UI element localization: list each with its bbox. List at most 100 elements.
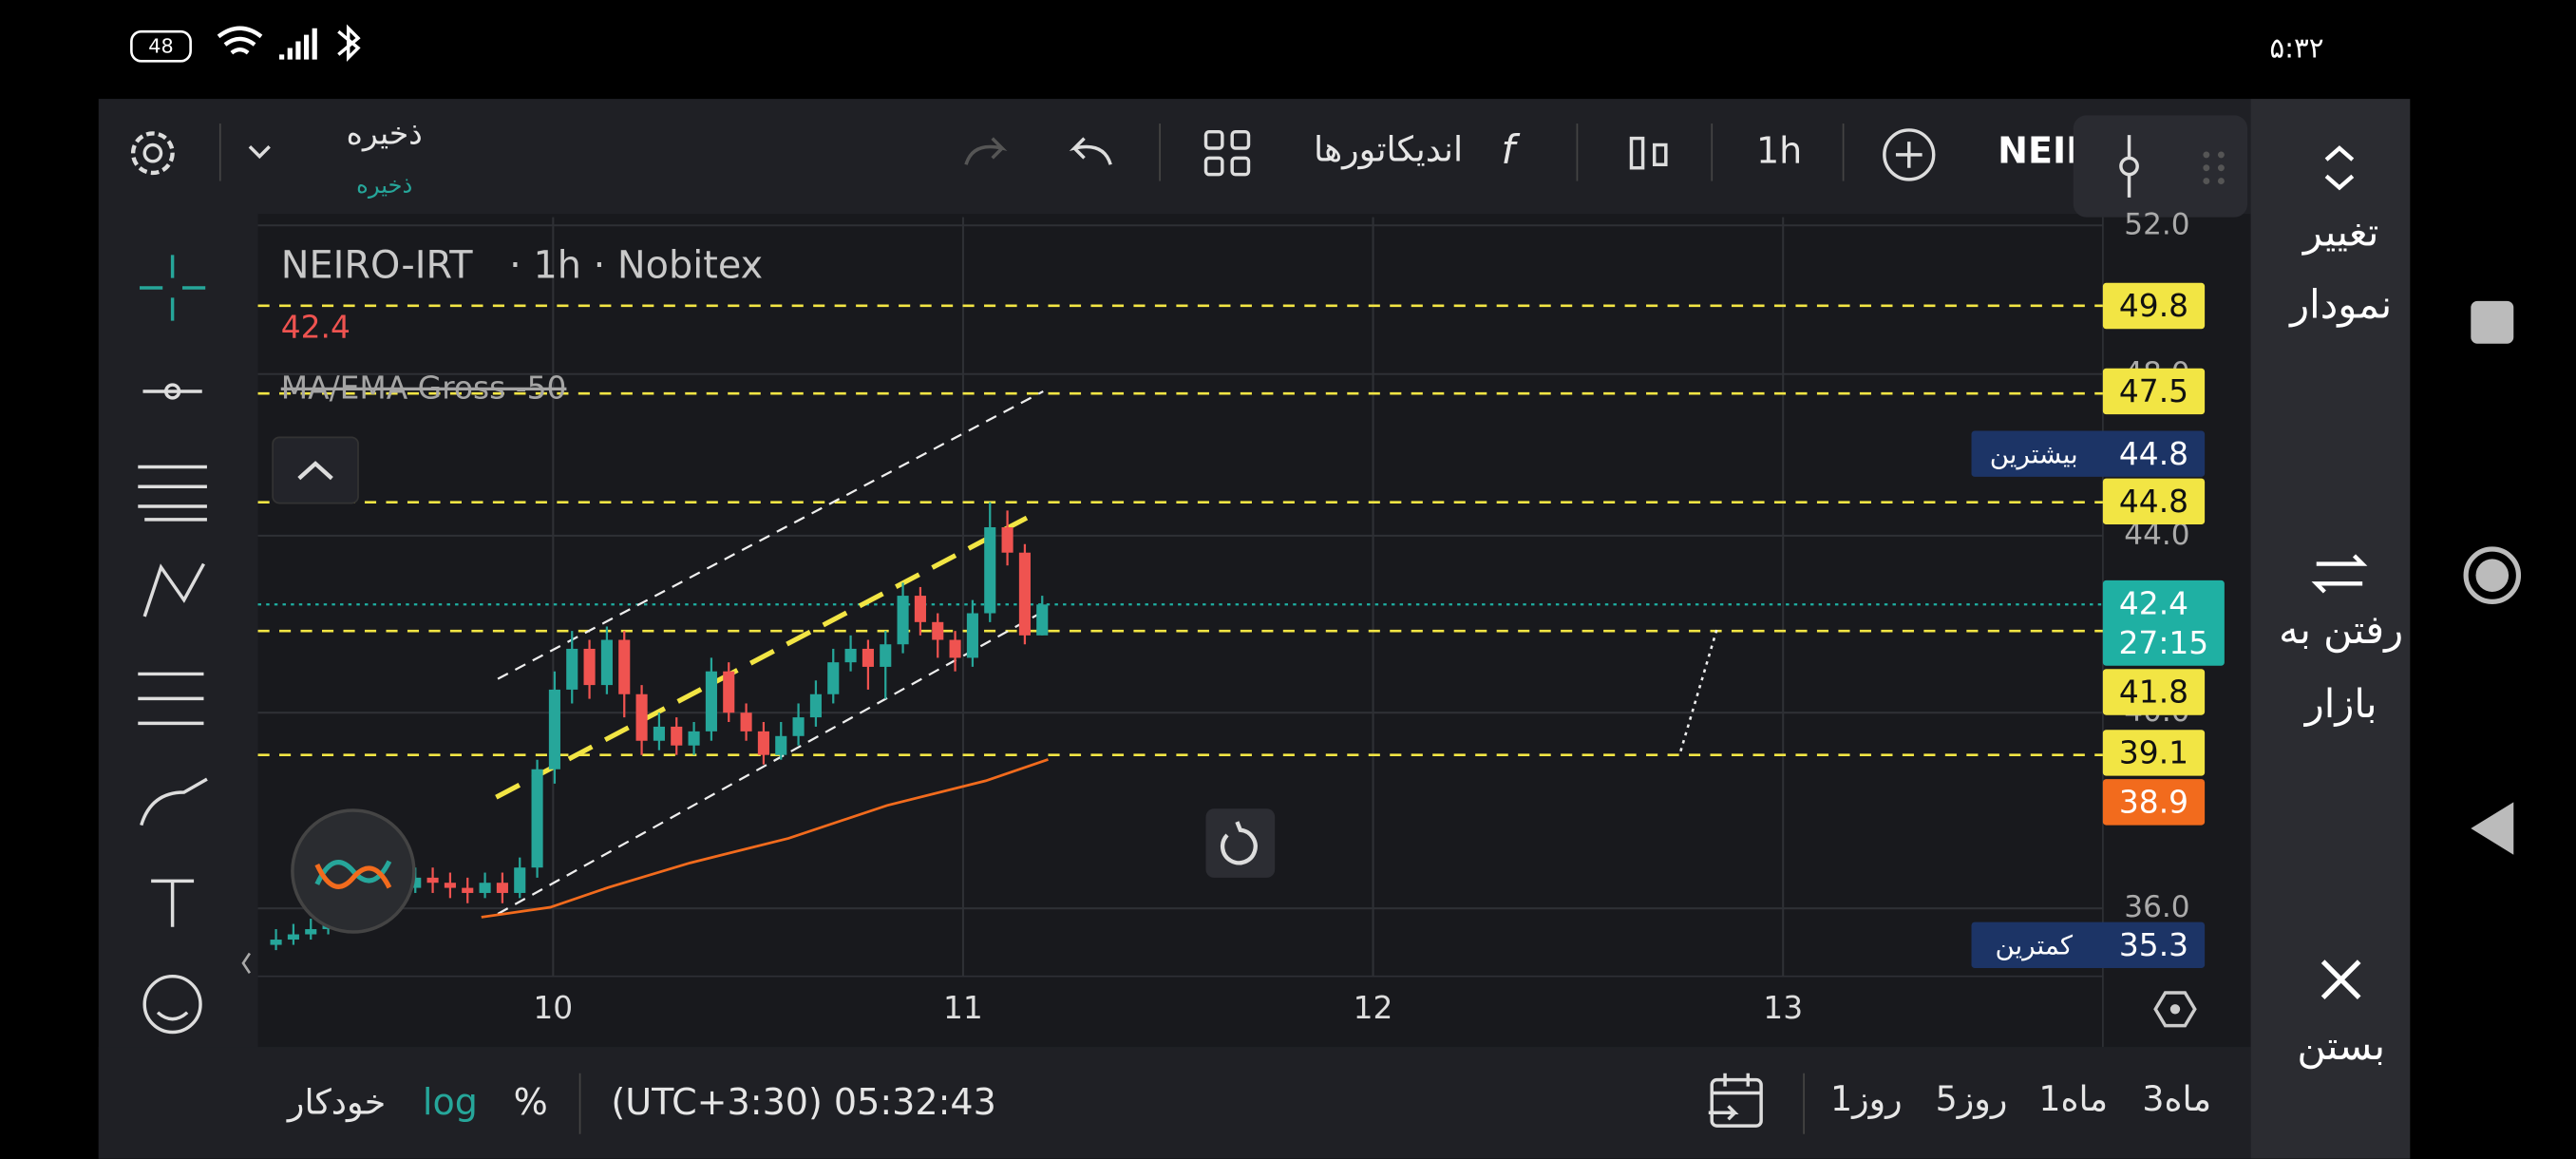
candle-body: [757, 731, 769, 755]
timezone-clock[interactable]: (UTC+3:30) 05:32:43: [611, 1081, 995, 1123]
candle-body: [827, 662, 840, 694]
brush-tool[interactable]: [140, 777, 208, 826]
text-tool[interactable]: [151, 879, 195, 927]
range-button[interactable]: 3ماه: [2142, 1078, 2211, 1119]
candle-body: [305, 929, 317, 935]
settings-hub: [142, 142, 163, 163]
go-market-label[interactable]: بازار: [2303, 680, 2377, 727]
line-tool-dot: [163, 383, 181, 400]
layout-cell: [1203, 129, 1224, 150]
last-price-value: 42.4: [2119, 584, 2188, 621]
candle-icon: [1629, 136, 1645, 170]
plus: [1895, 142, 1923, 168]
collapse-legend-button[interactable]: [272, 436, 359, 504]
settings-icon: [130, 131, 175, 176]
change-chart-icon: [2324, 145, 2355, 191]
home-dot: [2475, 559, 2510, 592]
candle-body: [287, 934, 299, 940]
legend-symbol: NEIRO-IRT: [281, 244, 473, 288]
candle-body: [531, 769, 543, 868]
percent-scale[interactable]: %: [514, 1081, 548, 1123]
date-range-button[interactable]: [1710, 1077, 1763, 1128]
chevron-up: [297, 461, 333, 481]
x-tick-label: 12: [1354, 989, 1393, 1026]
level-label-box: [2102, 669, 2206, 715]
recents-button[interactable]: [2471, 300, 2514, 344]
candle-body: [496, 883, 508, 893]
fib-tool[interactable]: [138, 465, 207, 522]
level-label-box: [2102, 730, 2206, 776]
candle-body: [880, 644, 892, 667]
candle-body: [775, 735, 787, 755]
axis-settings-dot: [2169, 1004, 2181, 1015]
reset-icon: [1220, 821, 1258, 865]
home-button[interactable]: [2463, 546, 2522, 604]
candle-body: [566, 648, 578, 690]
legend-indicator: MA/EMA Gross -50: [281, 370, 567, 407]
reset-button[interactable]: [1205, 808, 1276, 878]
go-market-label[interactable]: رفتن به: [2279, 606, 2403, 653]
dot: [2203, 164, 2210, 172]
emoji-tool[interactable]: [142, 974, 202, 1035]
ma_value-box: [2102, 779, 2206, 826]
candle-body: [862, 648, 874, 667]
range-button[interactable]: 1ماه: [2038, 1078, 2108, 1119]
crosshair-tool[interactable]: [140, 255, 206, 321]
change-chart-label[interactable]: تغییر: [2301, 209, 2379, 256]
candle-body: [583, 648, 596, 686]
low_marker-value: 35.3: [2119, 926, 2188, 963]
countdown: 27:15: [2119, 624, 2209, 661]
layout-cell: [1203, 156, 1224, 177]
channel-line: [497, 390, 1044, 915]
range-button[interactable]: 1روز: [1830, 1078, 1903, 1119]
add-symbol-button[interactable]: [1883, 128, 1936, 181]
candle-body: [792, 717, 805, 736]
auto-scale[interactable]: خودکار: [286, 1082, 386, 1123]
dot: [2217, 151, 2225, 159]
undo-button[interactable]: [1069, 137, 1112, 165]
candle-body: [932, 621, 944, 640]
candle-body: [844, 648, 857, 663]
candle-body: [618, 639, 631, 694]
drag-handle[interactable]: [2203, 151, 2225, 185]
candle-body: [444, 883, 456, 888]
close-label[interactable]: بستن: [2297, 1022, 2385, 1069]
back-button[interactable]: [2471, 802, 2514, 855]
axis-settings[interactable]: [2153, 991, 2197, 1028]
pattern-tool[interactable]: [142, 562, 205, 618]
save-label[interactable]: ذخیره: [347, 115, 423, 152]
drawing-tool-dot: [2119, 156, 2139, 177]
interval-button[interactable]: 1h: [1756, 130, 1802, 172]
level-label-box: [2102, 368, 2206, 415]
trend-line: [495, 515, 1029, 800]
scroll-left[interactable]: [241, 952, 251, 974]
candle-body: [548, 689, 560, 770]
indicators-button[interactable]: اندیکاتورها: [1314, 128, 1463, 169]
chart-type-button[interactable]: [1629, 136, 1668, 170]
y-tick-label: 52.0: [2124, 207, 2189, 241]
projection-tool[interactable]: [138, 672, 204, 726]
change-chart-label[interactable]: نمودار: [2288, 281, 2392, 328]
dropdown-icon[interactable]: [248, 145, 271, 160]
signal-icon: [279, 28, 317, 60]
x-tick-label: 10: [533, 989, 573, 1026]
candle-body: [688, 731, 700, 746]
logo-wave: [314, 863, 392, 889]
grid: [257, 217, 2104, 1048]
range-button[interactable]: 5روز: [1936, 1078, 2008, 1119]
layout-cell: [1230, 129, 1251, 150]
candle-body: [1018, 552, 1031, 636]
layout-button[interactable]: [1203, 129, 1251, 177]
settings-button[interactable]: [130, 131, 175, 176]
candle-body: [671, 726, 683, 746]
candle-body: [897, 596, 909, 645]
redo-button[interactable]: [964, 137, 1008, 165]
bluetooth-icon: [337, 24, 361, 63]
dot: [2203, 151, 2210, 159]
dot: [2217, 164, 2225, 172]
log-scale[interactable]: log: [423, 1081, 478, 1123]
floating-toolbar: [2073, 115, 2248, 218]
bottom-bar: [98, 1047, 2251, 1159]
low_marker-name: کمترین: [1995, 930, 2073, 961]
